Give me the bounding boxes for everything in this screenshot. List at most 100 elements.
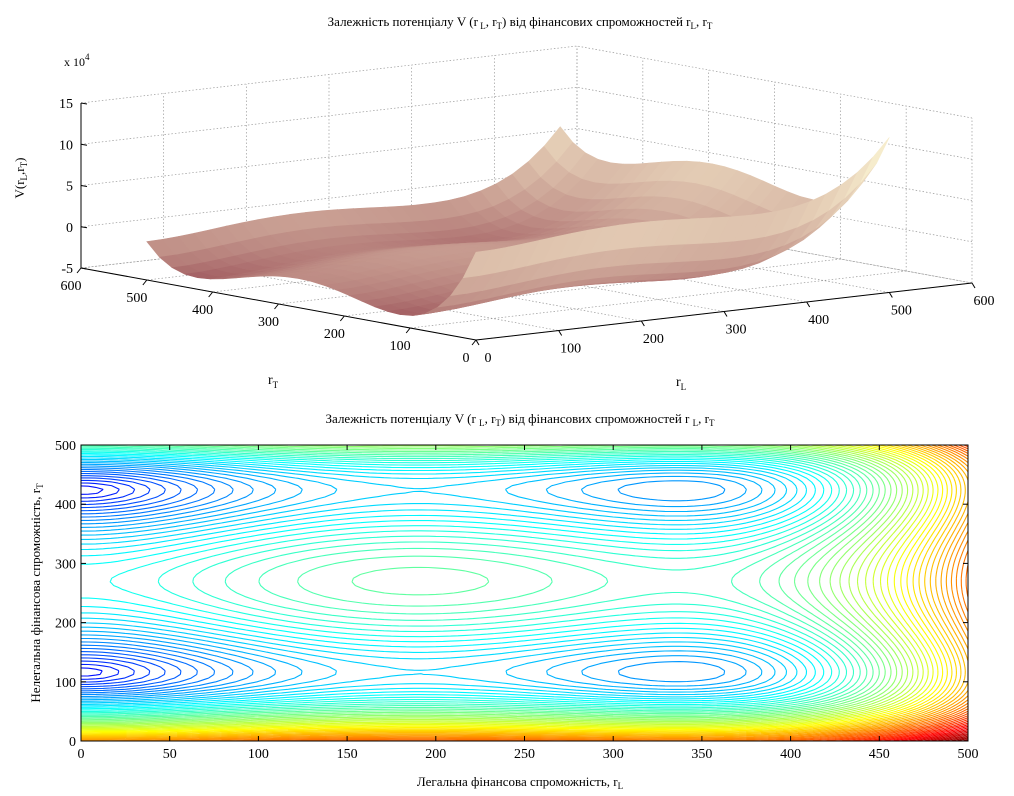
contour-line bbox=[81, 485, 104, 677]
y-tick-label: 100 bbox=[390, 339, 411, 354]
z-axis-label: V(rL,rT) bbox=[12, 158, 29, 199]
x-tick-label: 600 bbox=[974, 294, 995, 309]
contour-line bbox=[81, 457, 798, 705]
x-axis-label-rL: rL bbox=[676, 375, 686, 392]
z-tick bbox=[80, 143, 88, 146]
surface-patch bbox=[844, 156, 874, 199]
contour-ticks: 0 50 100 150 200 250 300 350 400 450 500 0 100 200 300… bbox=[55, 439, 979, 762]
surface-patch bbox=[860, 137, 890, 183]
y-tick-label: 300 bbox=[55, 557, 76, 572]
grid-line bbox=[410, 270, 907, 329]
contour-line bbox=[81, 469, 216, 694]
contour-line bbox=[81, 445, 939, 732]
x-tick bbox=[475, 339, 480, 346]
x-tick-label: 0 bbox=[78, 747, 85, 762]
x-tick-label: 50 bbox=[163, 747, 177, 762]
y-tick-label: 500 bbox=[126, 291, 147, 306]
x-tick-label: 250 bbox=[514, 747, 535, 762]
contour-line bbox=[81, 445, 898, 724]
contour-line bbox=[81, 455, 808, 707]
contour-line bbox=[81, 445, 953, 735]
contour-line bbox=[81, 446, 861, 716]
contour-line bbox=[81, 454, 816, 708]
contour-line bbox=[81, 445, 914, 727]
contour-plot: Залежність потенціалу V (r L, rT) від фі… bbox=[28, 411, 979, 791]
y-tick bbox=[339, 315, 345, 322]
x-tick-label: 200 bbox=[643, 332, 664, 347]
grid-line bbox=[80, 86, 973, 160]
y-tick-label: 100 bbox=[55, 676, 76, 691]
x-tick-label: 400 bbox=[780, 747, 801, 762]
z-tick bbox=[80, 102, 88, 105]
contour-line bbox=[81, 458, 788, 704]
y-tick-label: 600 bbox=[61, 279, 82, 294]
y-tick bbox=[274, 303, 279, 310]
contour-line bbox=[81, 445, 948, 734]
x-tick bbox=[558, 330, 563, 336]
contour-line bbox=[81, 445, 924, 729]
grid-line bbox=[80, 210, 973, 284]
x-tick-label: 100 bbox=[560, 342, 581, 357]
contour-line bbox=[81, 445, 968, 741]
x-tick-label: 300 bbox=[726, 323, 747, 338]
surface-title: Залежність потенціалу V (r L, rT) від фі… bbox=[328, 14, 713, 31]
z-tick bbox=[80, 185, 88, 187]
contour-title: Залежність потенціалу V (r L, rT) від фі… bbox=[326, 411, 715, 428]
grid-line bbox=[80, 45, 973, 119]
y-tick-label: 200 bbox=[55, 617, 76, 632]
x-tick bbox=[640, 320, 645, 327]
contour-line bbox=[81, 453, 825, 710]
grid-line bbox=[80, 128, 973, 201]
contour-line bbox=[81, 472, 182, 690]
y-tick bbox=[208, 291, 214, 298]
y-tick bbox=[471, 339, 477, 346]
contour-line bbox=[81, 445, 880, 720]
x-tick-label: 500 bbox=[891, 304, 912, 319]
surface-mesh bbox=[146, 126, 890, 316]
x-tick-label: 150 bbox=[337, 747, 358, 762]
y-tick-label: 0 bbox=[463, 351, 470, 366]
grid-line bbox=[344, 258, 841, 317]
contour-line bbox=[81, 445, 909, 726]
contour-line bbox=[81, 445, 957, 736]
contour-lines bbox=[81, 445, 968, 741]
x-tick-label: 450 bbox=[869, 747, 890, 762]
x-tick-label: 200 bbox=[425, 747, 446, 762]
x-tick-label: 350 bbox=[691, 747, 712, 762]
x-tick-label: 300 bbox=[603, 747, 624, 762]
grid-line bbox=[80, 169, 973, 243]
y-tick-label: 500 bbox=[55, 439, 76, 454]
x-tick bbox=[971, 282, 976, 289]
contour-line bbox=[81, 445, 886, 721]
exponent-label: x 104 bbox=[64, 52, 90, 69]
y-tick-label: 400 bbox=[55, 498, 76, 513]
contour-line bbox=[81, 450, 840, 713]
contour-line bbox=[81, 445, 944, 733]
y-tick-label: 400 bbox=[192, 303, 213, 318]
contour-x-label: Легальна фінансова спроможність, rL bbox=[417, 774, 623, 791]
contour-line bbox=[81, 445, 929, 730]
x-tick-label: 100 bbox=[248, 747, 269, 762]
contour-line bbox=[81, 445, 919, 728]
y-tick-label: 0 bbox=[69, 735, 76, 750]
contour-line bbox=[81, 467, 234, 696]
contour-line bbox=[81, 445, 874, 719]
z-tick-label: 5 bbox=[66, 180, 73, 195]
contour-line bbox=[81, 482, 120, 680]
contour-line bbox=[81, 470, 199, 692]
x-tick-label: 500 bbox=[958, 747, 979, 762]
z-tick-label: 15 bbox=[59, 97, 73, 112]
y-tick-label: 200 bbox=[324, 327, 345, 342]
z-tick-label: 10 bbox=[59, 138, 73, 153]
x-tick-label: 0 bbox=[485, 351, 492, 366]
x-tick bbox=[723, 311, 728, 317]
contour-line bbox=[81, 462, 763, 701]
y-tick bbox=[142, 279, 148, 286]
contour-line bbox=[81, 445, 962, 737]
z-tick-label: 0 bbox=[66, 221, 73, 236]
surface-plot: Залежність потенціалу V (r L, rT) від фі… bbox=[12, 14, 995, 392]
surface-axes: -5 0 5 10 15 0 100 200 300 400 500 600 0 100 200 300 400… bbox=[59, 97, 995, 366]
contour-line bbox=[81, 445, 966, 738]
y-tick-label: 300 bbox=[258, 315, 279, 330]
